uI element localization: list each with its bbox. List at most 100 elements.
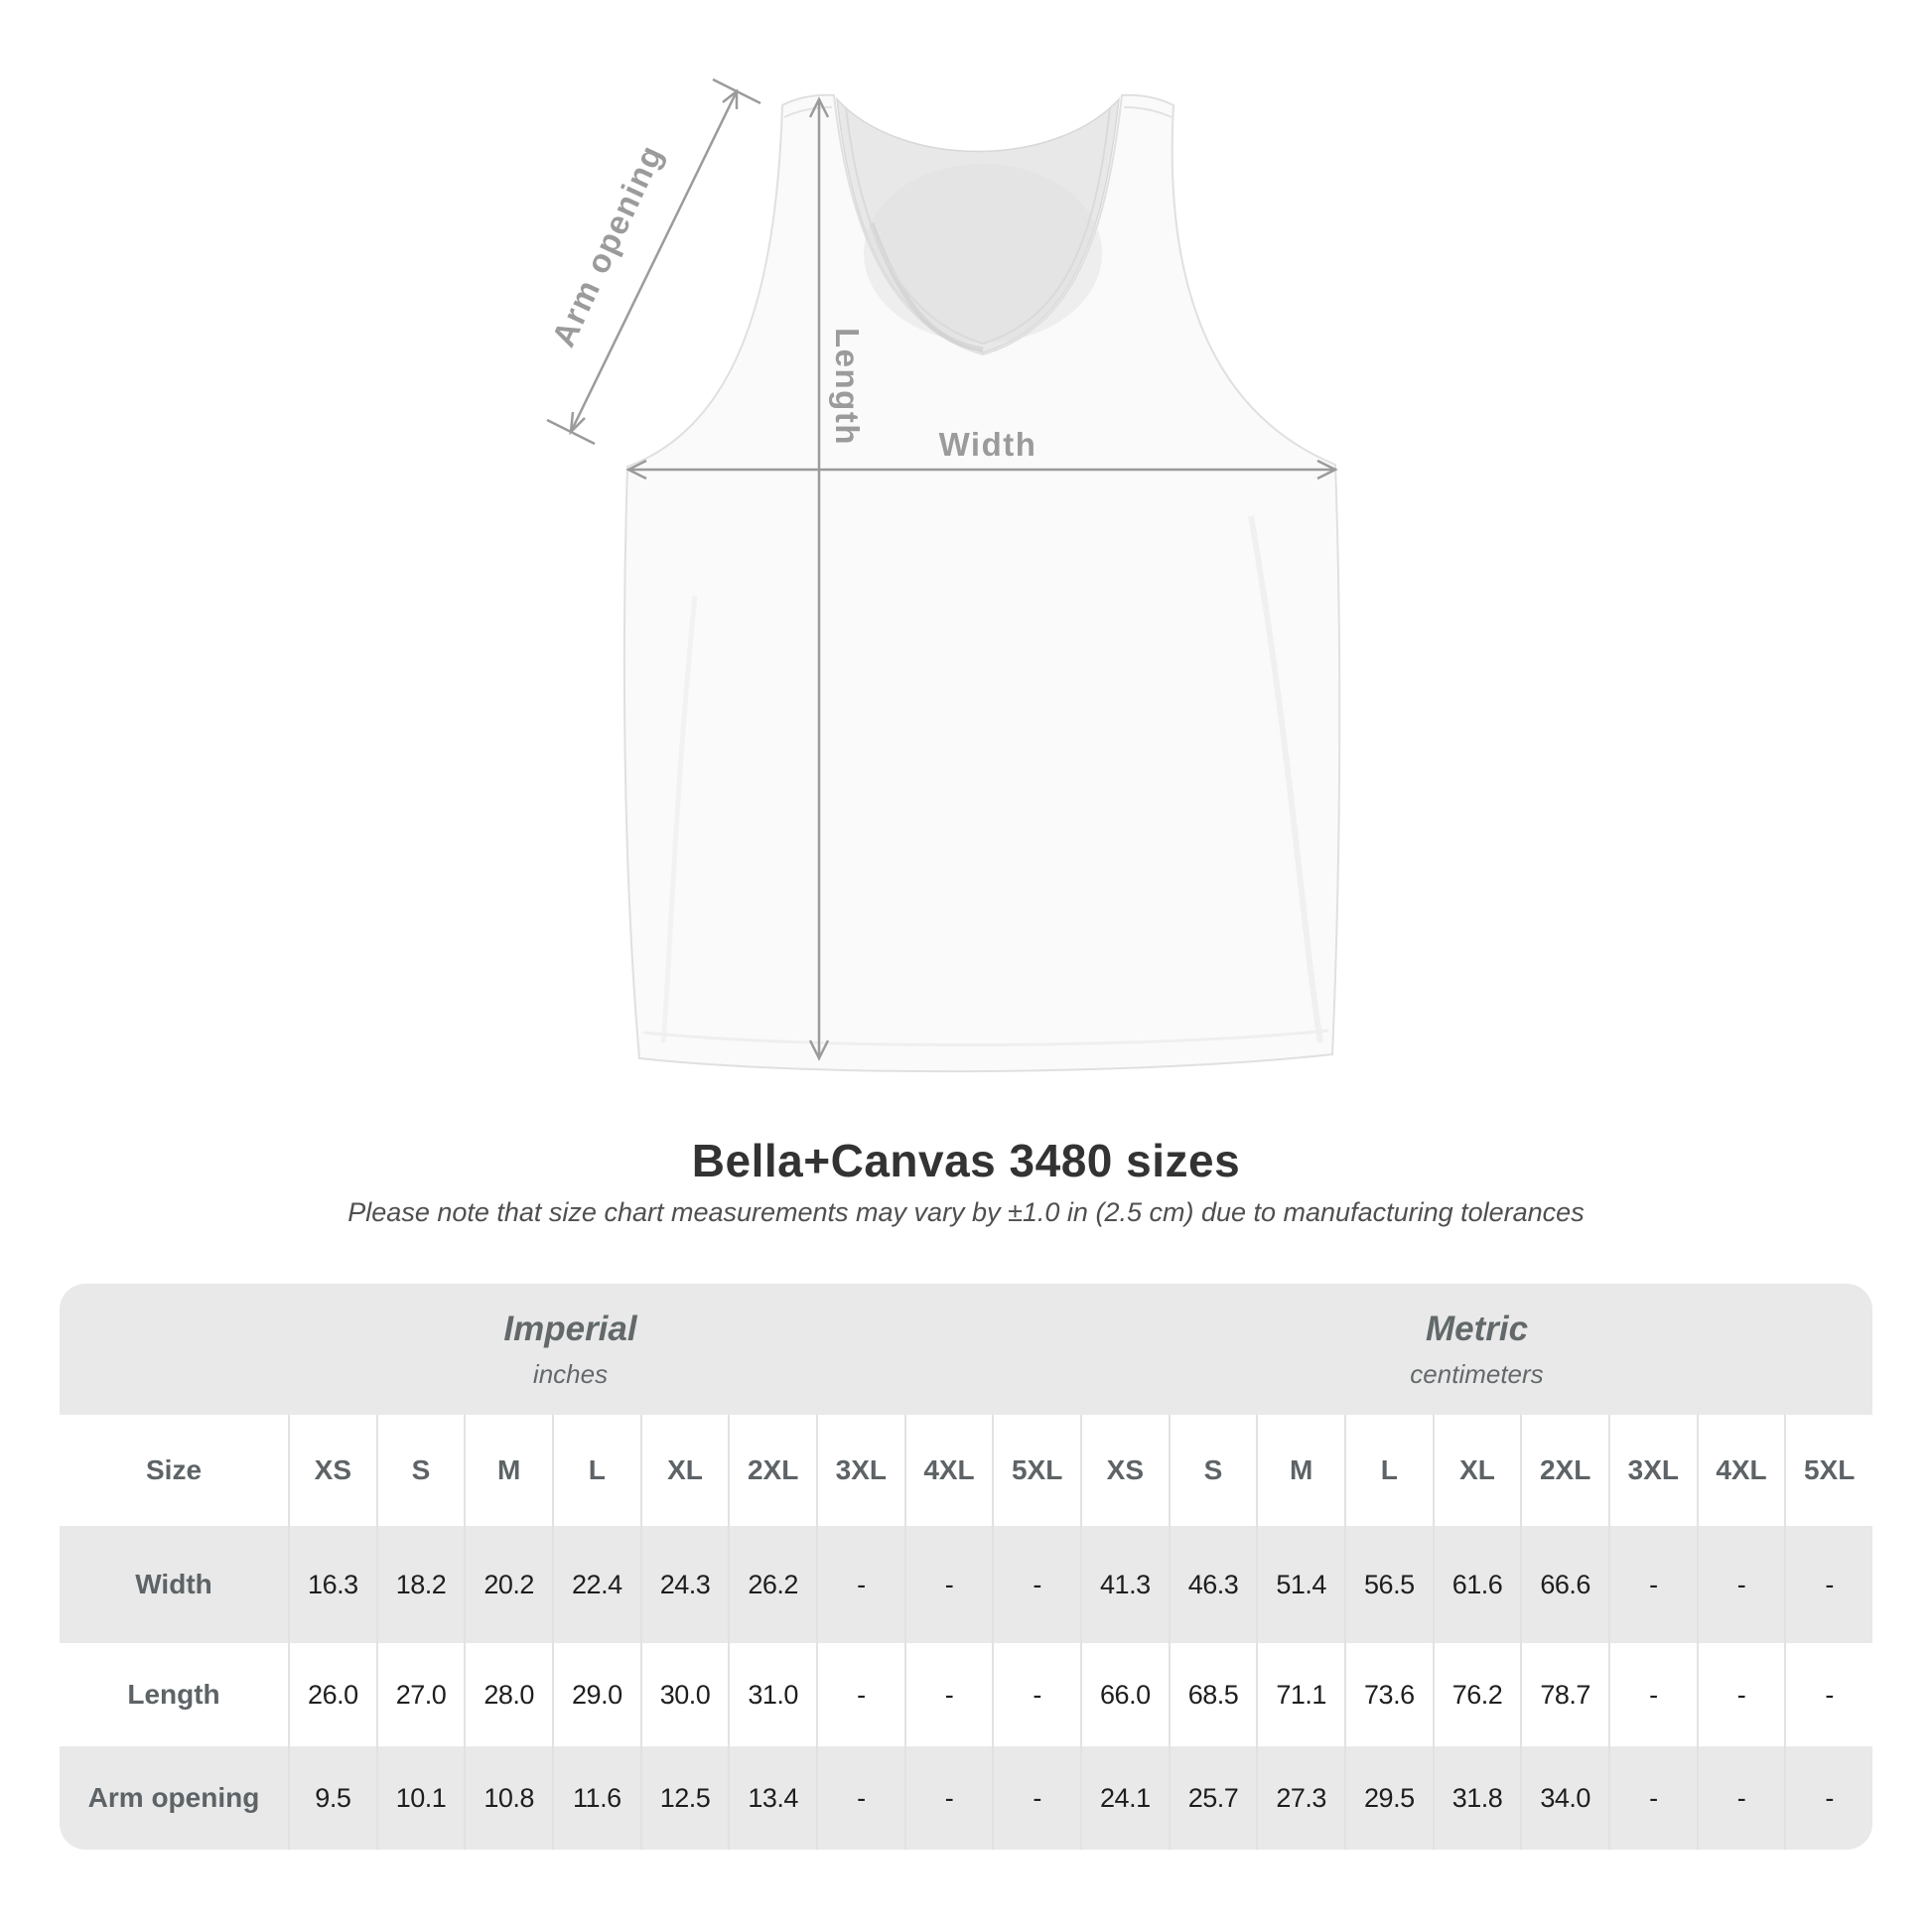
size-header: 4XL: [1696, 1415, 1785, 1526]
table-cell: 66.0: [1079, 1643, 1169, 1746]
table-cell: 78.7: [1520, 1643, 1608, 1746]
size-header: S: [375, 1415, 465, 1526]
right-strap-trim: [1123, 106, 1173, 118]
neck-trim-line: [845, 106, 1111, 345]
table-cell: 27.3: [1256, 1746, 1344, 1850]
table-cell: -: [1784, 1746, 1872, 1850]
length-label: Length: [829, 328, 866, 446]
table-cell: -: [1696, 1643, 1785, 1746]
size-header: XS: [1079, 1415, 1169, 1526]
table-row-length: Length 26.0 27.0 28.0 29.0 30.0 31.0 - -…: [60, 1643, 1872, 1746]
page-subtitle: Please note that size chart measurements…: [347, 1197, 1585, 1227]
table-cell: 51.4: [1256, 1526, 1344, 1643]
table-cell: -: [1607, 1643, 1697, 1746]
inner-shadow: [864, 164, 1102, 343]
size-header: M: [464, 1415, 552, 1526]
table-cell: 26.0: [288, 1643, 376, 1746]
table-cell: -: [1696, 1746, 1785, 1850]
table-cell: 13.4: [728, 1746, 816, 1850]
tank-top-diagram: Arm opening Length Width: [544, 77, 1341, 1073]
length-arrowhead-top: [808, 96, 830, 118]
table-cell: 29.0: [551, 1643, 640, 1746]
size-header: XL: [1432, 1415, 1521, 1526]
table-cell: 10.8: [464, 1746, 552, 1850]
table-cell: -: [1696, 1526, 1785, 1643]
width-arrowhead-left: [625, 459, 647, 481]
arm-opening-tick-bottom: [546, 418, 596, 446]
size-header: XS: [288, 1415, 376, 1526]
metric-header: Metric centimeters: [1081, 1284, 1872, 1415]
size-header: M: [1256, 1415, 1344, 1526]
row-label: Arm opening: [87, 1782, 260, 1813]
size-header-row: Size XS S M L XL 2XL 3XL 4XL 5XL XS S M …: [60, 1415, 1872, 1526]
table-cell: -: [815, 1643, 904, 1746]
table-cell: 24.3: [639, 1526, 729, 1643]
table-cell: -: [992, 1526, 1080, 1643]
table-cell: -: [903, 1746, 993, 1850]
imperial-header: Imperial inches: [60, 1284, 1081, 1415]
table-cell: -: [992, 1643, 1080, 1746]
crease-right: [1248, 515, 1323, 1043]
table-cell: 29.5: [1343, 1746, 1433, 1850]
arm-opening-tick-top: [712, 77, 761, 105]
metric-unit-label: centimeters: [1410, 1358, 1544, 1389]
table-cell: 27.0: [375, 1643, 465, 1746]
width-label: Width: [939, 426, 1037, 463]
size-header: 2XL: [1520, 1415, 1608, 1526]
table-cell: 76.2: [1432, 1643, 1521, 1746]
tank-top-inner-back: [836, 96, 1120, 353]
table-cell: 73.6: [1343, 1643, 1433, 1746]
size-table: Imperial inches Metric centimeters Size …: [60, 1284, 1872, 1850]
table-cell: 28.0: [464, 1643, 552, 1746]
table-cell: 18.2: [375, 1526, 465, 1643]
left-strap-trim: [783, 106, 833, 118]
table-row-width: Width 16.3 18.2 20.2 22.4 24.3 26.2 - - …: [60, 1526, 1872, 1643]
table-cell: 31.8: [1432, 1746, 1521, 1850]
hem-line: [642, 1029, 1329, 1047]
table-cell: 46.3: [1168, 1526, 1257, 1643]
table-cell: 31.0: [728, 1643, 816, 1746]
table-cell: -: [1607, 1746, 1697, 1850]
table-cell: -: [903, 1526, 993, 1643]
table-cell: 20.2: [464, 1526, 552, 1643]
table-cell: 56.5: [1343, 1526, 1433, 1643]
table-cell: 30.0: [639, 1643, 729, 1746]
unit-header-band: Imperial inches Metric centimeters: [60, 1284, 1872, 1415]
arm-opening-dimension-line: [569, 90, 739, 433]
width-arrowhead-right: [1316, 459, 1338, 481]
table-cell: 12.5: [639, 1746, 729, 1850]
size-header: 2XL: [728, 1415, 816, 1526]
table-cell: -: [992, 1746, 1080, 1850]
metric-system-label: Metric: [1425, 1309, 1529, 1348]
row-label: Length: [127, 1679, 220, 1710]
size-header: 5XL: [992, 1415, 1080, 1526]
size-header: L: [1343, 1415, 1433, 1526]
table-cell: 16.3: [288, 1526, 376, 1643]
table-cell: 68.5: [1168, 1643, 1257, 1746]
imperial-unit-label: inches: [532, 1358, 609, 1389]
length-arrowhead-bottom: [808, 1039, 830, 1061]
tank-top-silhouette: [622, 93, 1341, 1073]
size-header: 3XL: [815, 1415, 904, 1526]
table-cell: 66.6: [1520, 1526, 1608, 1643]
table-cell: 24.1: [1079, 1746, 1169, 1850]
size-header: 3XL: [1607, 1415, 1697, 1526]
table-cell: 41.3: [1079, 1526, 1169, 1643]
table-cell: 34.0: [1520, 1746, 1608, 1850]
table-cell: -: [1784, 1526, 1872, 1643]
row-label: Width: [135, 1569, 212, 1599]
page-title: Bella+Canvas 3480 sizes: [691, 1135, 1241, 1186]
table-cell: 22.4: [551, 1526, 640, 1643]
crease-left: [660, 595, 698, 1043]
arm-opening-label: Arm opening: [544, 139, 670, 352]
imperial-system-label: Imperial: [503, 1309, 637, 1348]
size-column-header: Size: [145, 1454, 203, 1485]
size-header: 4XL: [903, 1415, 993, 1526]
table-cell: -: [1607, 1526, 1697, 1643]
table-cell: -: [903, 1643, 993, 1746]
table-cell: 11.6: [551, 1746, 640, 1850]
table-cell: -: [1784, 1643, 1872, 1746]
table-cell: 71.1: [1256, 1643, 1344, 1746]
table-cell: 26.2: [728, 1526, 816, 1643]
size-header: 5XL: [1784, 1415, 1872, 1526]
